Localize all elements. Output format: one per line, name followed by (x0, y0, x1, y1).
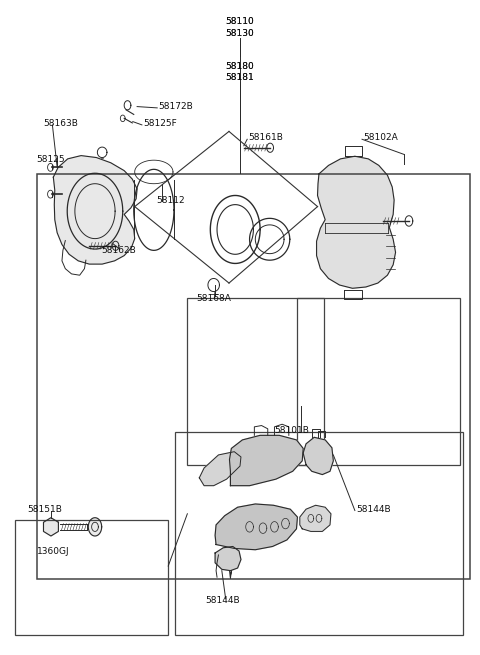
Text: 58168A: 58168A (196, 293, 231, 303)
Polygon shape (215, 504, 298, 550)
Text: 58130: 58130 (226, 29, 254, 38)
Text: 58101B: 58101B (275, 426, 309, 436)
Text: 58180: 58180 (226, 62, 254, 71)
Text: 58144B: 58144B (356, 505, 390, 514)
Text: 58181: 58181 (226, 73, 254, 83)
Bar (187, 298, 324, 465)
Text: 58102A: 58102A (363, 134, 398, 142)
Text: 58181: 58181 (226, 73, 254, 83)
Text: 58180: 58180 (226, 62, 254, 71)
Text: 58112: 58112 (156, 196, 185, 204)
Bar (36, 174, 470, 579)
Text: 58130: 58130 (226, 29, 254, 38)
Text: 58144B: 58144B (205, 596, 240, 605)
Text: 58125: 58125 (36, 155, 65, 164)
Text: 58172B: 58172B (158, 102, 193, 111)
Text: 58162B: 58162B (101, 246, 136, 255)
Polygon shape (215, 546, 241, 571)
Bar (15, 520, 168, 635)
Bar (298, 298, 460, 465)
Polygon shape (317, 157, 396, 288)
Text: 58161B: 58161B (249, 134, 284, 142)
Polygon shape (229, 436, 303, 485)
Text: 58110: 58110 (226, 17, 254, 26)
Text: 58151B: 58151B (27, 505, 62, 514)
Bar (175, 432, 463, 635)
Polygon shape (303, 438, 333, 475)
Text: 58125F: 58125F (143, 119, 177, 128)
Polygon shape (199, 452, 241, 485)
Text: 58110: 58110 (226, 17, 254, 26)
Polygon shape (300, 505, 331, 531)
Polygon shape (44, 517, 59, 536)
Text: 1360GJ: 1360GJ (36, 546, 69, 555)
Text: 58163B: 58163B (43, 119, 78, 128)
Polygon shape (53, 156, 137, 264)
Polygon shape (88, 517, 102, 536)
